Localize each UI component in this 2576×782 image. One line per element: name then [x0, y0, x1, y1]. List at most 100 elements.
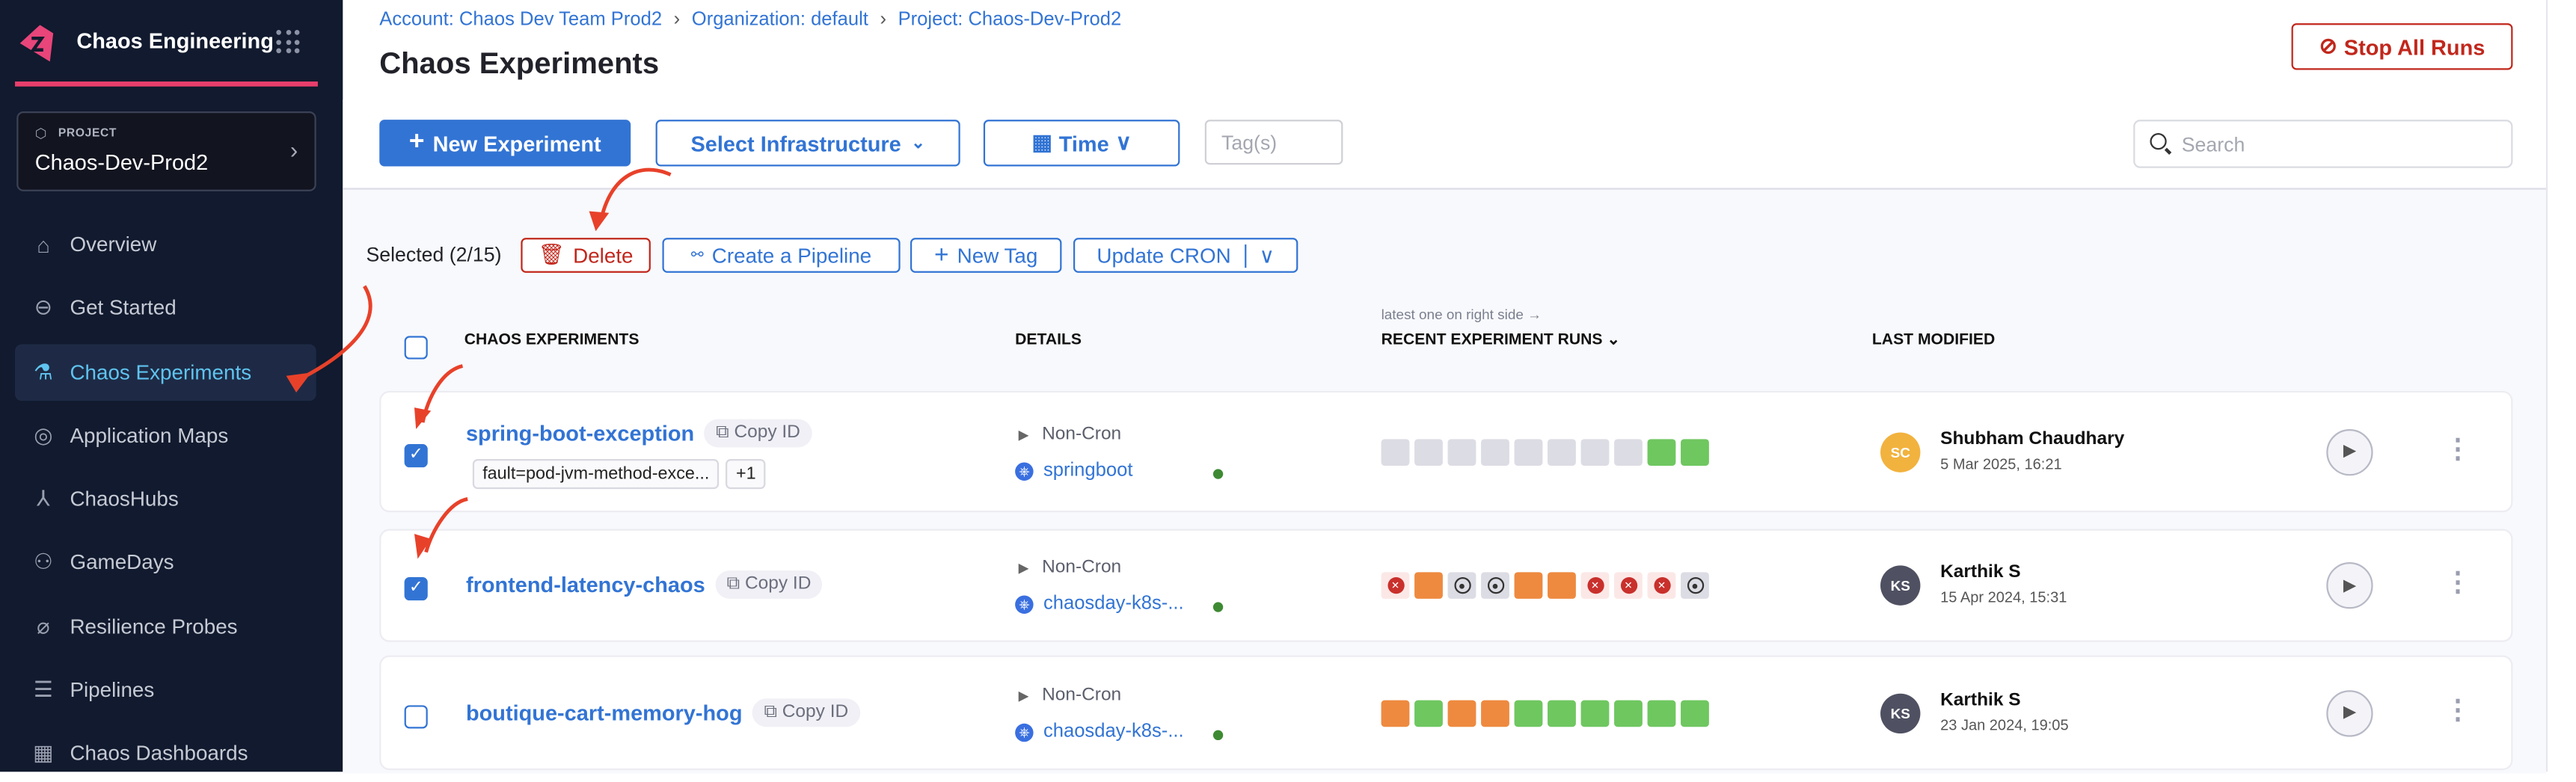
new-experiment-button[interactable]: + New Experiment [379, 120, 631, 167]
run-none[interactable] [1381, 438, 1410, 465]
run-experiment-button[interactable]: ▶ [2326, 689, 2373, 736]
divider [343, 188, 2546, 190]
tags-filter-input[interactable]: Tag(s) [1204, 120, 1343, 165]
run-failed[interactable]: ✕ [1381, 572, 1410, 599]
run-partial[interactable] [1514, 572, 1543, 599]
run-success[interactable] [1414, 699, 1443, 727]
sidebar-item-chaoshubs[interactable]: ⅄ ChaosHubs [15, 471, 316, 528]
run-success[interactable] [1647, 438, 1676, 465]
copy-icon: ⧉ [764, 701, 777, 721]
infrastructure-link[interactable]: ⎈ chaosday-k8s-... [1015, 594, 1184, 614]
column-header-runs[interactable]: RECENT EXPERIMENT RUNS ⌄ [1381, 331, 1621, 349]
sidebar-item-pipelines[interactable]: ☰ Pipelines [15, 662, 316, 718]
run-partial[interactable] [1381, 699, 1410, 727]
sidebar-item-get-started[interactable]: ⊖ Get Started [15, 280, 316, 336]
recent-runs: ✕ ✕ ✕ ✕ [1381, 572, 1709, 599]
experiment-name-link[interactable]: boutique-cart-memory-hog [465, 699, 743, 724]
run-stopped[interactable] [1447, 572, 1476, 599]
row-checkbox[interactable]: ✓ [404, 577, 428, 601]
button-label: New Tag [957, 243, 1038, 268]
avatar: KS [1880, 565, 1921, 606]
search-icon [2150, 132, 2167, 150]
select-all-checkbox[interactable] [404, 336, 428, 360]
breadcrumb-organization[interactable]: Organization: default [691, 10, 868, 31]
experiment-name-link[interactable]: spring-boot-exception [465, 420, 695, 446]
run-stopped[interactable] [1481, 572, 1509, 599]
sidebar-item-gamedays[interactable]: ⚇ GameDays [15, 534, 316, 591]
infra-status-dot [1212, 602, 1224, 612]
experiment-row[interactable] [379, 390, 2513, 513]
breadcrumb-account[interactable]: Account: Chaos Dev Team Prod2 [379, 10, 663, 31]
split-divider [1244, 243, 1246, 268]
chevron-down-icon[interactable]: ∨ [1259, 244, 1275, 268]
copy-id-button[interactable]: ⧉ Copy ID [715, 570, 823, 599]
time-filter-dropdown[interactable]: ▦ Time ∨ [983, 120, 1180, 167]
copy-id-button[interactable]: ⧉ Copy ID [704, 419, 812, 448]
run-partial[interactable] [1414, 572, 1443, 599]
run-none[interactable] [1447, 438, 1476, 465]
tag-chip[interactable]: fault=pod-jvm-method-exce... [472, 459, 720, 490]
sidebar-item-overview[interactable]: ⌂ Overview [15, 216, 316, 273]
run-failed[interactable]: ✕ [1614, 572, 1643, 599]
map-icon: ◎ [34, 422, 53, 448]
row-checkbox[interactable]: ✓ [404, 443, 428, 467]
ban-icon: ⊘ [2319, 33, 2337, 58]
recent-runs [1381, 699, 1709, 727]
copy-icon: ⧉ [726, 573, 740, 594]
create-pipeline-button[interactable]: ⚯ Create a Pipeline [662, 238, 901, 273]
search-input[interactable]: Search [2133, 120, 2513, 168]
run-none[interactable] [1414, 438, 1443, 465]
run-stopped[interactable] [1681, 572, 1709, 599]
infra-status-dot [1212, 468, 1224, 478]
new-tag-button[interactable]: + New Tag [910, 238, 1062, 273]
apps-grid-icon[interactable] [276, 30, 300, 54]
sidebar-item-chaos-experiments[interactable]: ⚗ Chaos Experiments [15, 344, 316, 401]
more-options-icon[interactable]: ⋮ [2444, 434, 2471, 464]
experiment-row[interactable] [379, 655, 2513, 771]
pipeline-icon: ☰ [33, 677, 53, 702]
run-partial[interactable] [1481, 699, 1509, 727]
run-success[interactable] [1647, 699, 1676, 727]
hub-icon: ⅄ [36, 485, 50, 511]
run-none[interactable] [1614, 438, 1643, 465]
copy-id-label: Copy ID [782, 701, 849, 721]
run-failed[interactable]: ✕ [1647, 572, 1676, 599]
more-options-icon[interactable]: ⋮ [2444, 568, 2471, 597]
infrastructure-link[interactable]: ⎈ chaosday-k8s-... [1015, 721, 1184, 742]
schedule-type: ▶ Non-Cron [1019, 685, 1122, 705]
sidebar-item-resilience-probes[interactable]: ⌀ Resilience Probes [15, 599, 316, 656]
infra-name: chaosday-k8s-... [1043, 594, 1184, 614]
run-none[interactable] [1580, 438, 1610, 465]
run-experiment-button[interactable]: ▶ [2326, 561, 2373, 609]
run-none[interactable] [1548, 438, 1576, 465]
breadcrumb-project[interactable]: Project: Chaos-Dev-Prod2 [898, 10, 1122, 31]
experiment-name-link[interactable]: frontend-latency-chaos [465, 572, 705, 597]
run-success[interactable] [1580, 699, 1610, 727]
run-none[interactable] [1514, 438, 1543, 465]
tag-chip[interactable]: +1 [726, 459, 766, 490]
run-success[interactable] [1681, 699, 1709, 727]
sidebar-item-application-maps[interactable]: ◎ Application Maps [15, 407, 316, 464]
run-success[interactable] [1514, 699, 1543, 727]
run-experiment-button[interactable]: ▶ [2326, 428, 2373, 475]
run-success[interactable] [1681, 438, 1709, 465]
run-partial[interactable] [1447, 699, 1476, 727]
update-cron-button[interactable]: Update CRON ∨ [1073, 238, 1298, 273]
delete-button[interactable]: 🗑 Delete [521, 238, 651, 273]
run-failed[interactable]: ✕ [1580, 572, 1610, 599]
row-checkbox[interactable] [404, 704, 428, 728]
infrastructure-link[interactable]: ⎈ springboot [1015, 460, 1132, 480]
nav-label: Application Maps [70, 424, 229, 448]
failed-icon: ✕ [1619, 577, 1637, 594]
run-partial[interactable] [1548, 572, 1576, 599]
copy-id-button[interactable]: ⧉ Copy ID [752, 698, 860, 727]
column-header-experiments[interactable]: CHAOS EXPERIMENTS [464, 330, 640, 350]
sidebar-item-chaos-dashboards[interactable]: ▦ Chaos Dashboards [15, 725, 316, 782]
run-none[interactable] [1481, 438, 1509, 465]
project-selector[interactable]: ⬡ PROJECT Chaos-Dev-Prod2 › [16, 111, 316, 191]
more-options-icon[interactable]: ⋮ [2444, 696, 2471, 724]
select-infrastructure-dropdown[interactable]: Select Infrastructure ⌄ [655, 120, 960, 167]
run-success[interactable] [1614, 699, 1643, 727]
run-success[interactable] [1548, 699, 1576, 727]
stop-all-runs-button[interactable]: ⊘ Stop All Runs [2291, 23, 2513, 70]
